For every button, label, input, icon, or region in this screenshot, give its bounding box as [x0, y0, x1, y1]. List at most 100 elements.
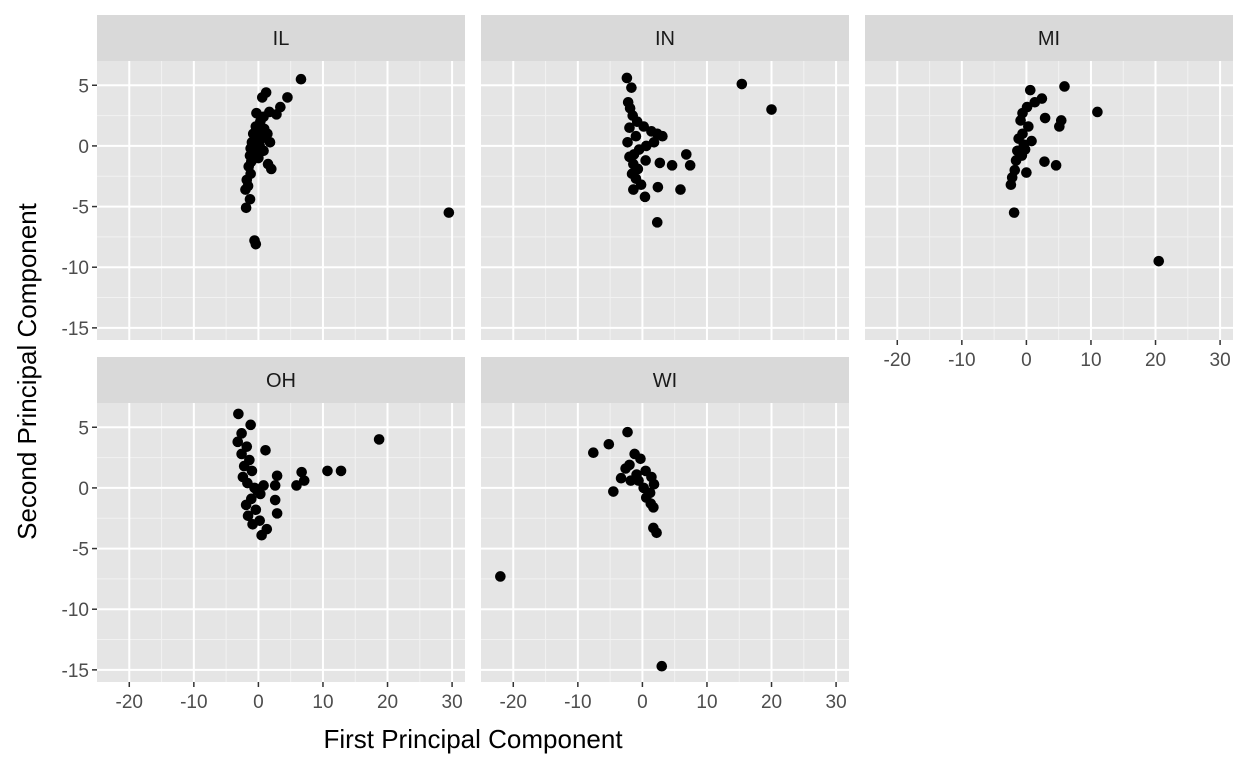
data-point — [271, 508, 283, 519]
x-tick-label: -10 — [564, 692, 591, 713]
x-tick-label: 20 — [377, 692, 398, 713]
data-point — [1039, 112, 1051, 124]
data-point — [282, 92, 293, 103]
data-point — [1005, 179, 1017, 191]
x-tick-label: 20 — [1145, 350, 1166, 371]
data-point — [258, 123, 270, 135]
data-point — [322, 465, 333, 477]
data-point — [335, 465, 347, 477]
data-point — [635, 453, 646, 465]
y-tick-label: -5 — [72, 540, 89, 561]
data-point — [621, 72, 633, 84]
data-point — [296, 466, 307, 478]
data-point — [1023, 121, 1034, 132]
y-tick-label: -5 — [72, 198, 89, 219]
data-point — [242, 510, 254, 522]
data-point — [620, 463, 631, 474]
x-tick-label: 10 — [696, 692, 717, 713]
data-point — [1021, 167, 1032, 178]
x-tick-label: 30 — [1210, 350, 1231, 371]
data-point — [1029, 96, 1041, 108]
data-point — [588, 447, 599, 459]
data-point — [603, 438, 615, 450]
data-point — [298, 475, 310, 486]
x-tick-label: -20 — [500, 692, 527, 713]
data-point — [639, 191, 651, 203]
data-point — [1010, 155, 1022, 166]
data-point — [240, 202, 252, 214]
data-point — [1039, 156, 1050, 167]
data-point — [635, 179, 647, 191]
data-point — [1092, 106, 1103, 118]
y-tick-label: -15 — [62, 661, 89, 682]
data-point — [233, 408, 244, 420]
x-tick-label: -10 — [948, 350, 975, 371]
data-point — [1059, 81, 1070, 92]
data-point — [631, 469, 642, 480]
strip-label: IN — [655, 28, 675, 50]
data-point — [654, 157, 666, 169]
data-point — [651, 217, 663, 228]
data-point — [1153, 255, 1165, 267]
data-point — [628, 184, 639, 195]
x-tick-label: -20 — [884, 350, 911, 371]
y-tick-label: 0 — [78, 479, 89, 500]
strip-label: WI — [653, 370, 677, 392]
data-point — [684, 160, 696, 171]
data-point — [264, 136, 276, 148]
data-point — [624, 122, 635, 134]
data-point — [247, 519, 258, 530]
data-point — [373, 434, 385, 445]
data-point — [443, 207, 455, 218]
data-point — [244, 193, 256, 205]
data-point — [245, 419, 256, 431]
data-point — [651, 527, 662, 539]
x-tick-label: 10 — [1080, 350, 1101, 371]
strip-background — [865, 15, 1233, 61]
x-tick-label: 0 — [253, 692, 264, 713]
data-point — [495, 571, 506, 582]
panel-in: IN — [481, 15, 849, 340]
data-point — [622, 136, 633, 148]
data-point — [238, 460, 250, 472]
strip-background — [481, 15, 849, 61]
x-tick-label: -10 — [180, 692, 207, 713]
data-point — [638, 482, 649, 494]
y-tick-label: 0 — [78, 137, 89, 158]
x-tick-label: 30 — [442, 692, 463, 713]
panel-background — [97, 403, 465, 682]
y-tick-label: -15 — [62, 319, 89, 340]
data-point — [1008, 207, 1020, 218]
x-tick-label: -20 — [116, 692, 143, 713]
data-point — [251, 134, 263, 146]
data-point — [236, 428, 247, 439]
data-point — [656, 660, 668, 672]
data-point — [256, 529, 267, 541]
panel-background — [865, 61, 1233, 340]
data-point — [626, 82, 637, 93]
x-axis-title: First Principal Component — [323, 724, 623, 754]
data-point — [240, 499, 252, 511]
strip-label: OH — [266, 370, 296, 392]
data-point — [652, 181, 664, 193]
data-point — [648, 478, 660, 490]
y-tick-label: -10 — [62, 258, 89, 279]
data-point — [608, 486, 619, 497]
strip-background — [97, 15, 465, 61]
panel-oh: OH 5 0 -5 -10 -15 -20 -10 0 10 20 30 — [62, 357, 465, 713]
panel-il: IL 5 0 -5 -10 -15 — [62, 15, 465, 340]
data-point — [236, 448, 247, 460]
data-point — [681, 149, 692, 160]
data-point — [240, 184, 251, 195]
x-tick-label: 10 — [312, 692, 333, 713]
data-point — [271, 470, 283, 482]
panel-background — [481, 403, 849, 682]
data-point — [675, 184, 686, 195]
y-tick-label: 5 — [78, 418, 89, 439]
data-point — [232, 436, 244, 448]
data-point — [630, 130, 642, 142]
data-point — [266, 163, 277, 175]
data-point — [766, 104, 777, 115]
data-point — [250, 238, 262, 250]
data-point — [1015, 115, 1026, 126]
